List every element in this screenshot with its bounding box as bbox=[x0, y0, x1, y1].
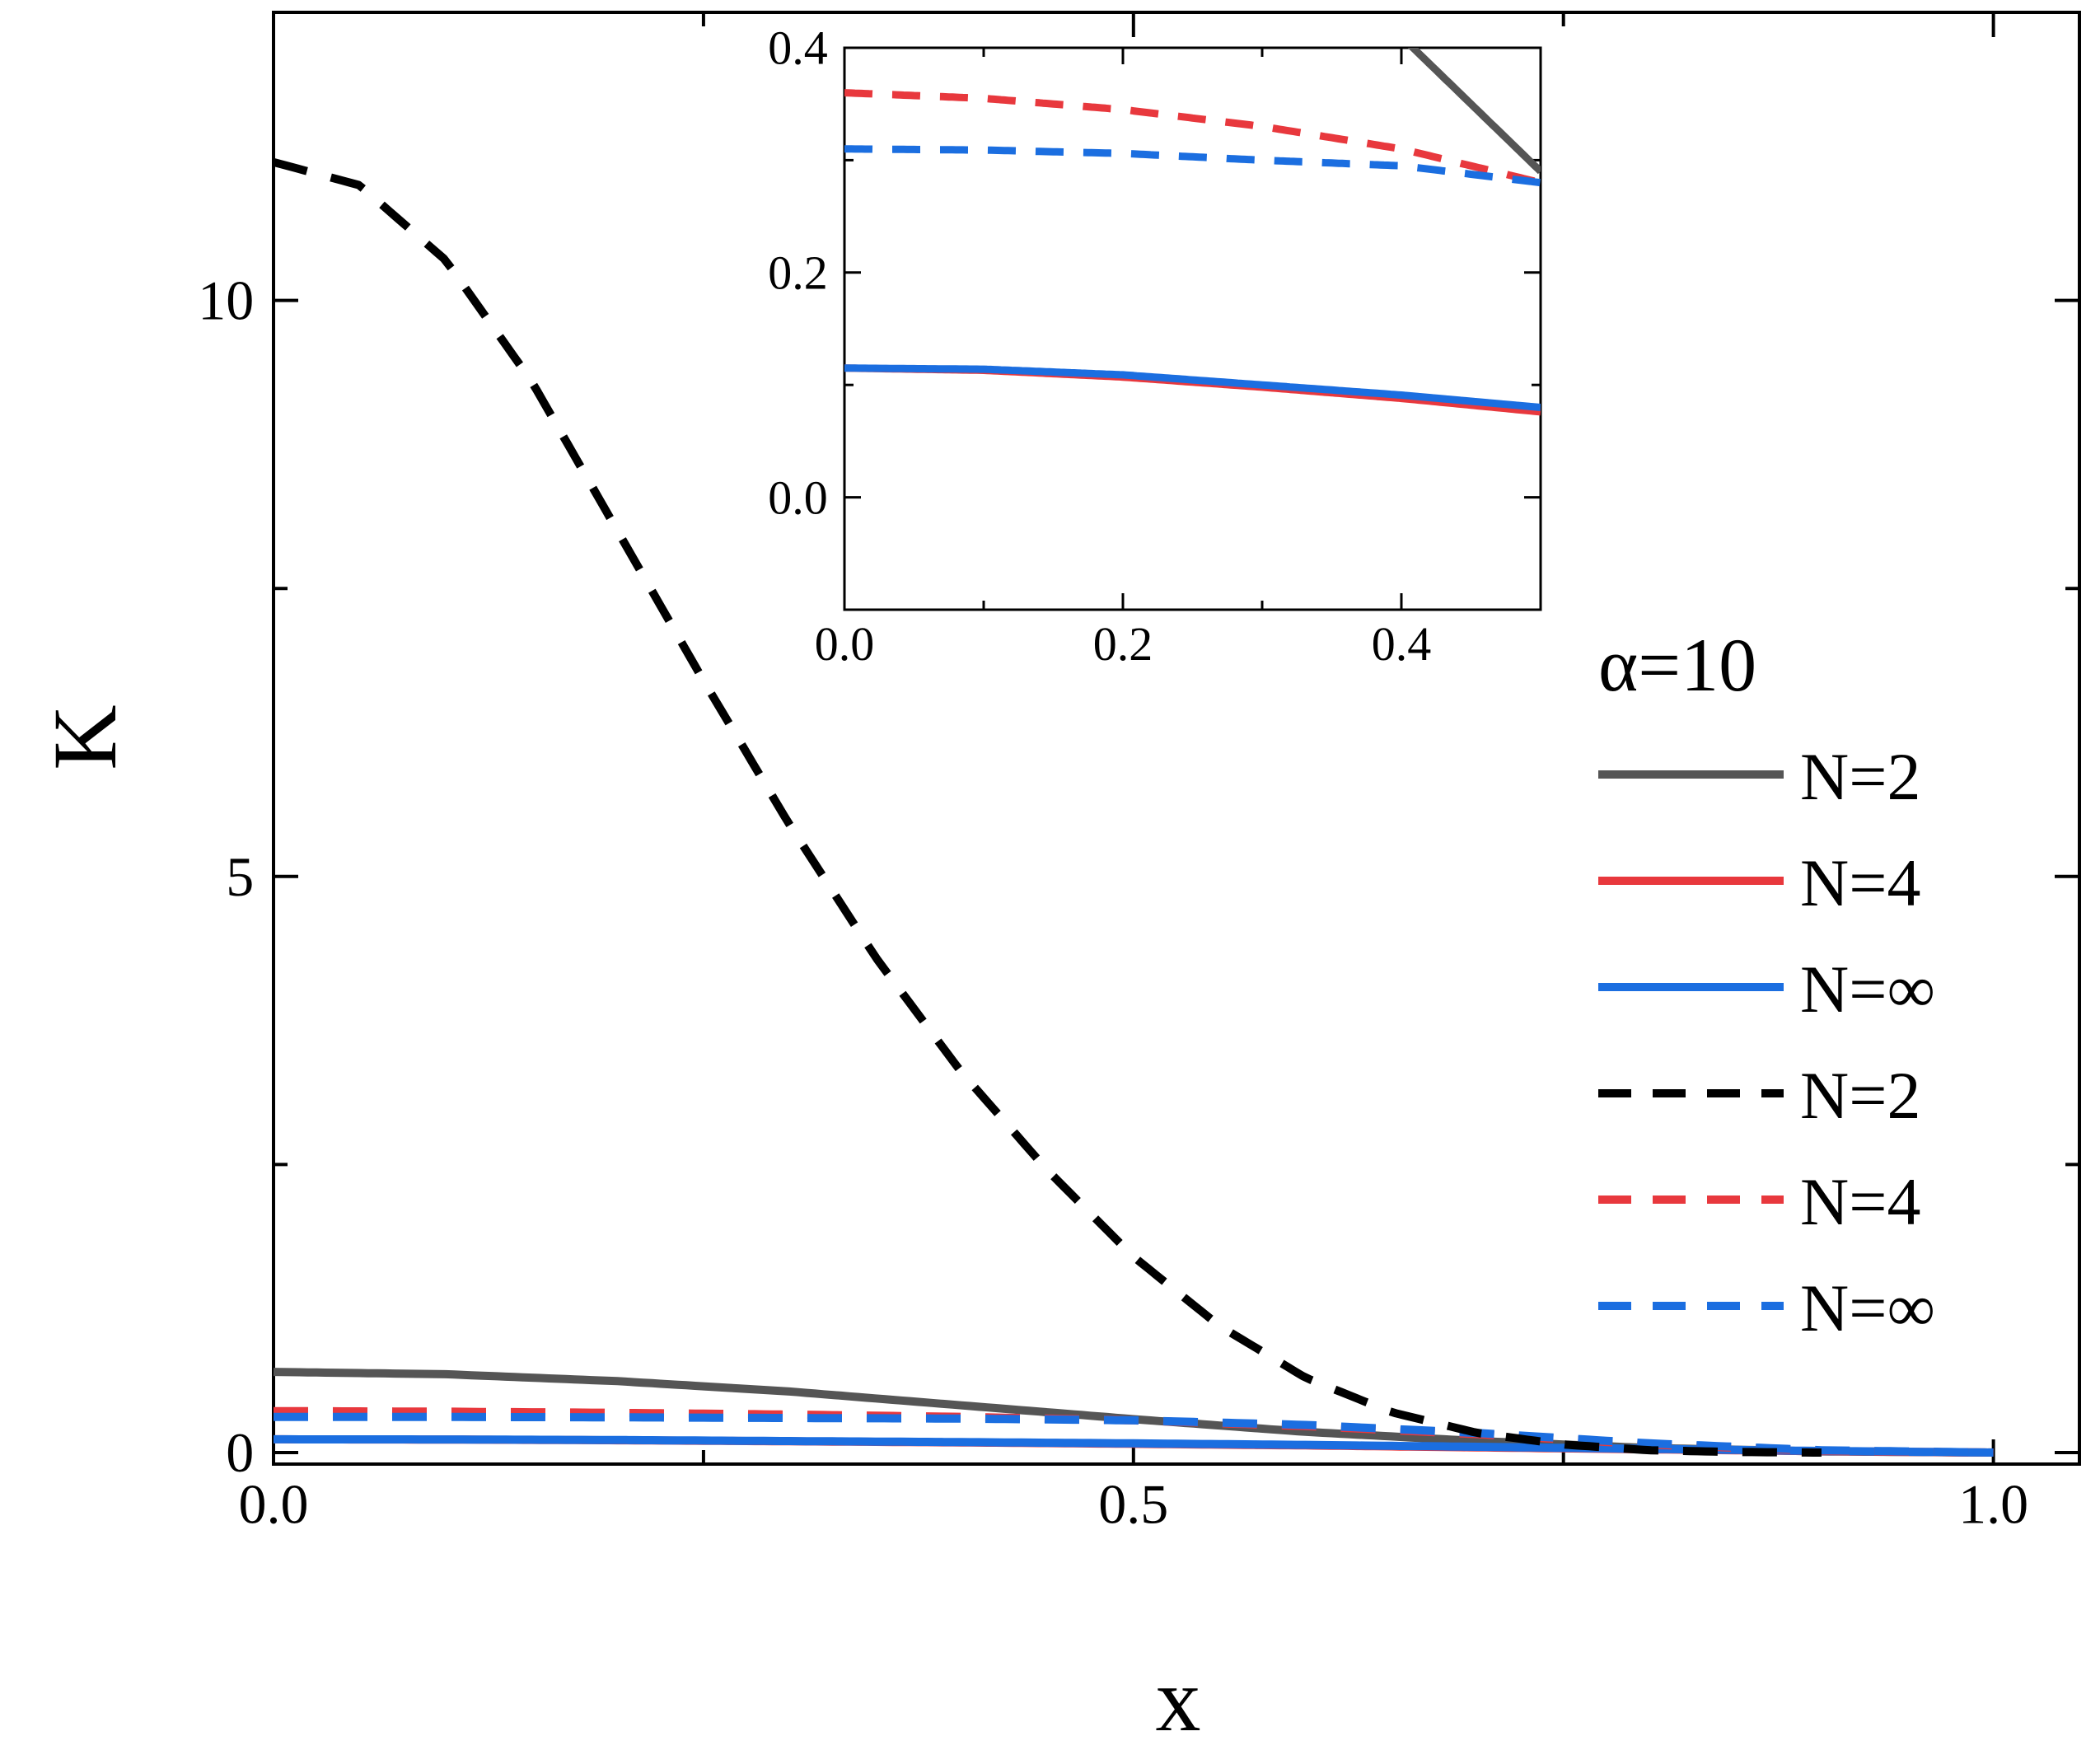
main-plot: 0.0 0.5 1.0 0 5 10 bbox=[198, 11, 2081, 1536]
main-x-tick-label: 0.5 bbox=[1098, 1472, 1168, 1535]
legend-label-1: N=4 bbox=[1800, 845, 1920, 920]
y-axis-label: K bbox=[35, 704, 135, 770]
x-axis-label: x bbox=[1156, 1649, 1201, 1750]
legend-label-2: N=∞ bbox=[1800, 952, 1935, 1027]
inset-plot: 0.0 0.2 0.4 0.0 0.2 0.4 bbox=[768, 21, 1542, 671]
legend-label-0: N=2 bbox=[1800, 739, 1920, 814]
legend-label-4: N=4 bbox=[1800, 1164, 1920, 1239]
inset-x-tick-label: 0.0 bbox=[815, 617, 875, 671]
inset-y-tick-label: 0.0 bbox=[768, 470, 828, 524]
main-x-tick-label: 0.0 bbox=[239, 1472, 309, 1535]
inset-series-solid-0 bbox=[1407, 48, 1541, 175]
main-tick-labels: 0.0 0.5 1.0 0 5 10 bbox=[198, 269, 2028, 1536]
main-x-tick-label: 1.0 bbox=[1958, 1472, 2028, 1535]
inset-axis-ticks bbox=[843, 46, 1541, 610]
inset-x-tick-label: 0.4 bbox=[1372, 617, 1432, 671]
main-series-lines bbox=[274, 157, 1994, 1457]
inset-series-dashed-5 bbox=[844, 145, 1541, 187]
inset-plot-frame bbox=[843, 46, 1542, 611]
main-y-tick-label: 10 bbox=[198, 269, 254, 332]
main-axis-ticks bbox=[272, 12, 2079, 1464]
alpha-annotation: α=10 bbox=[1598, 623, 1756, 707]
main-plot-frame bbox=[272, 11, 2081, 1466]
main-y-tick-label: 0 bbox=[226, 1421, 254, 1484]
inset-y-tick-label: 0.2 bbox=[768, 246, 828, 300]
legend-label-5: N=∞ bbox=[1800, 1270, 1935, 1345]
inset-series-dashed-4 bbox=[844, 89, 1541, 187]
inset-tick-labels: 0.0 0.2 0.4 0.0 0.2 0.4 bbox=[768, 21, 1431, 671]
inset-y-tick-label: 0.4 bbox=[768, 21, 828, 75]
inset-x-tick-label: 0.2 bbox=[1093, 617, 1153, 671]
legend: N=2 N=4 N=∞ N=2 N=4 N=∞ bbox=[1598, 739, 1935, 1345]
main-series-dashed-5 bbox=[274, 1412, 1994, 1457]
inset-series-lines bbox=[844, 48, 1541, 416]
legend-label-3: N=2 bbox=[1800, 1058, 1920, 1133]
inset-series-solid-2 bbox=[844, 364, 1541, 411]
main-y-tick-label: 5 bbox=[226, 845, 254, 908]
